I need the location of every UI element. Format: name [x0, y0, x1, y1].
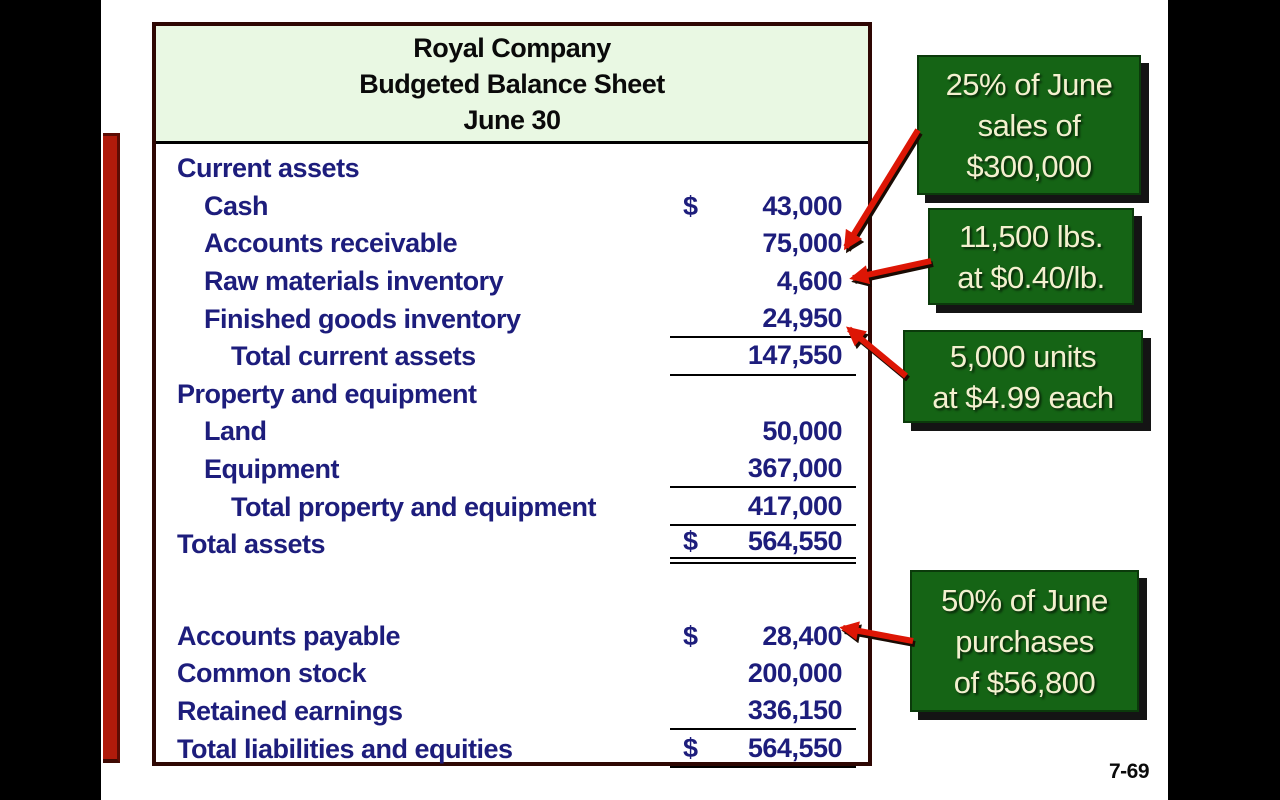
row-value-cell: 24,950 [670, 300, 856, 338]
row-label: Equipment [204, 454, 340, 485]
row-value: 367,000 [747, 453, 843, 484]
row-value-cell: 200,000 [670, 655, 856, 693]
table-row: Current assets [156, 150, 868, 188]
callout-accounts-payable-note: 50% of June purchases of $56,800 [910, 570, 1139, 712]
callout-raw-materials-note: 11,500 lbs. at $0.40/lb. [928, 208, 1134, 305]
row-value-cell [670, 564, 856, 618]
row-label: Land [204, 416, 267, 447]
blank-row [156, 564, 868, 618]
row-label: Total assets [177, 529, 326, 560]
table-row: Land 50,000 [156, 413, 868, 451]
callout-line: $300,000 [966, 148, 1092, 184]
dollar-sign: $ [683, 190, 698, 221]
table-row: Retained earnings 336,150 [156, 693, 868, 731]
table-row: Accounts receivable 75,000 [156, 225, 868, 263]
row-value: 75,000 [762, 228, 842, 259]
dollar-sign: $ [683, 620, 698, 651]
left-accent-bar [103, 133, 120, 763]
callout-finished-goods-note: 5,000 units at $4.99 each [903, 330, 1143, 423]
sheet-body: Current assets Cash $43,000 Accounts receiv… [156, 144, 868, 768]
table-row: Property and equipment [156, 376, 868, 414]
callout-line: 11,500 lbs. [959, 218, 1103, 254]
row-label: Raw materials inventory [204, 266, 504, 297]
table-row: Common stock 200,000 [156, 655, 868, 693]
callout-line: at $0.40/lb. [957, 259, 1105, 295]
callout-line: of $56,800 [953, 664, 1096, 700]
row-value-cell: $564,550 [670, 730, 856, 768]
company-name: Royal Company [413, 33, 611, 63]
table-row: Accounts payable $28,400 [156, 618, 868, 656]
row-value-cell: 147,550 [670, 338, 856, 376]
row-label: Finished goods inventory [204, 303, 521, 334]
row-value: 336,150 [747, 695, 843, 726]
row-value-cell [670, 376, 856, 414]
row-label: Accounts payable [177, 620, 401, 651]
row-value: 564,550 [747, 732, 843, 763]
table-row: Equipment 367,000 [156, 451, 868, 489]
row-label: Cash [204, 190, 269, 221]
table-row: Total assets $564,550 [156, 526, 868, 564]
row-value-cell: $43,000 [670, 188, 856, 226]
slide-canvas: Royal Company Budgeted Balance Sheet Jun… [101, 0, 1168, 800]
row-value: 24,950 [762, 302, 842, 333]
row-label: Common stock [177, 658, 367, 689]
table-row: Cash $43,000 [156, 188, 868, 226]
table-row: Total property and equipment 417,000 [156, 488, 868, 526]
row-value: 28,400 [762, 620, 842, 651]
row-label: Retained earnings [177, 696, 403, 727]
row-value-cell: 4,600 [670, 263, 856, 301]
callout-line: purchases [955, 623, 1094, 659]
row-value-cell: 367,000 [670, 451, 856, 489]
callout-line: 25% of June [945, 66, 1113, 102]
table-row: Raw materials inventory 4,600 [156, 263, 868, 301]
sheet-header: Royal Company Budgeted Balance Sheet Jun… [156, 26, 868, 144]
row-value-cell: 417,000 [670, 488, 856, 526]
dollar-sign: $ [683, 525, 698, 556]
dollar-sign: $ [683, 732, 698, 763]
row-label: Total property and equipment [231, 491, 597, 522]
statement-date: June 30 [463, 105, 561, 135]
row-value-cell: $28,400 [670, 618, 856, 656]
row-value: 417,000 [747, 490, 843, 521]
row-value: 4,600 [776, 266, 843, 297]
row-value: 564,550 [747, 525, 843, 556]
callout-accounts-receivable-note: 25% of June sales of $300,000 [917, 55, 1141, 195]
table-row: Total current assets 147,550 [156, 338, 868, 376]
row-value: 50,000 [762, 416, 842, 447]
row-value: 43,000 [762, 190, 842, 221]
callout-line: 50% of June [941, 582, 1108, 618]
callout-line: 5,000 units [949, 338, 1097, 374]
table-row: Total liabilities and equities $564,550 [156, 730, 868, 768]
row-label: Accounts receivable [204, 228, 458, 259]
row-value-cell: 75,000 [670, 225, 856, 263]
row-value-cell: $564,550 [670, 526, 856, 564]
row-value: 147,550 [747, 340, 843, 371]
table-row: Finished goods inventory 24,950 [156, 300, 868, 338]
page-number: 7-69 [1109, 760, 1150, 783]
row-value-cell: 336,150 [670, 693, 856, 731]
row-label: Total liabilities and equities [177, 733, 513, 764]
callout-line: at $4.99 each [932, 379, 1114, 415]
row-value: 200,000 [747, 658, 843, 689]
row-label: Property and equipment [177, 378, 477, 409]
budgeted-balance-sheet-table: Royal Company Budgeted Balance Sheet Jun… [152, 22, 872, 768]
statement-title: Budgeted Balance Sheet [359, 69, 665, 99]
row-label: Current assets [177, 153, 360, 184]
row-value-cell: 50,000 [670, 413, 856, 451]
row-value-cell [670, 150, 856, 188]
callout-line: sales of [977, 107, 1081, 143]
row-label: Total current assets [231, 341, 476, 372]
